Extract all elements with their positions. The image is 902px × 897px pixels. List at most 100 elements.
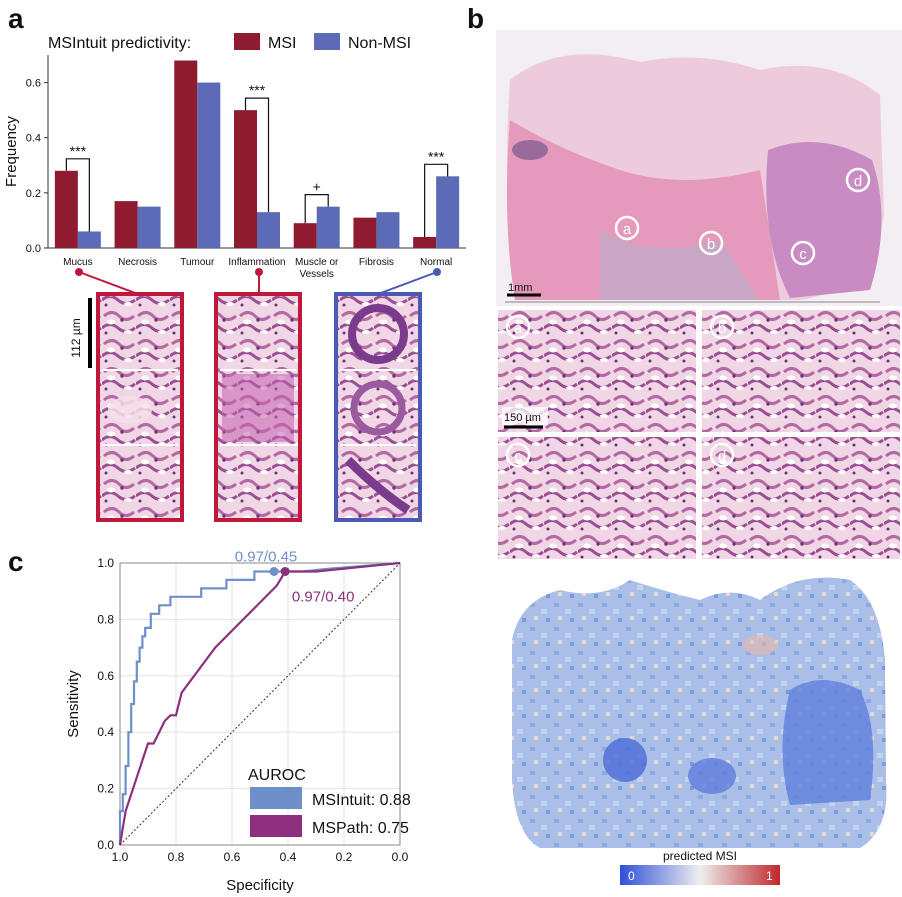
significance-bracket	[65, 158, 90, 232]
roc-legend-title: AUROC	[248, 767, 306, 784]
y-tick-label: 1.0	[97, 556, 114, 570]
y-axis-label: Sensitivity	[65, 670, 82, 738]
x-tick-label: Vessels	[299, 269, 333, 280]
tile-connectors	[75, 268, 441, 295]
legend-label-msi: MSI	[268, 35, 296, 52]
zoom-label-b: b	[718, 320, 726, 337]
zoom-tile-b	[702, 310, 900, 432]
colorbar-max: 1	[766, 869, 773, 883]
bar-msi-fibrosis	[353, 217, 377, 248]
operating-point-label-mspath: 0.97/0.40	[292, 588, 355, 605]
roc-curve-msintuit	[118, 561, 401, 845]
region-marker-c: c	[799, 246, 807, 263]
colorbar	[620, 865, 780, 885]
tile-scale-bar: 112 µm	[69, 298, 92, 368]
bar-msi-tumour	[174, 60, 198, 249]
zoom-tiles: a b c d 150 µm	[498, 310, 900, 559]
colorbar-title: predicted MSI	[663, 849, 737, 863]
operating-point-mspath	[280, 566, 290, 576]
legend-title: MSIntuit predictivity:	[48, 35, 191, 52]
x-tick-label: 0.6	[224, 850, 241, 864]
significance-mark: ***	[70, 143, 87, 159]
y-axis-label: Frequency	[3, 116, 20, 187]
x-tick-label: Fibrosis	[359, 257, 394, 268]
roc-legend-label-msintuit: MSIntuit: 0.88	[312, 792, 411, 809]
significance-bracket	[304, 194, 329, 224]
tile-group-normal	[334, 292, 422, 522]
bar-chart-legend: MSIntuit predictivity: MSI Non-MSI	[48, 33, 411, 52]
x-tick-label: 0.2	[336, 850, 353, 864]
x-tick-label: Mucus	[63, 257, 92, 268]
bar-msi-necrosis	[114, 201, 138, 248]
zoom-tile-c	[498, 437, 696, 559]
region-marker-d: d	[854, 173, 862, 190]
y-tick-label: 0.6	[26, 78, 41, 90]
significance-mark: +	[313, 179, 321, 195]
bar-non-msi-necrosis	[137, 206, 161, 248]
bar-chart: 0.0 0.2 0.4 0.6 Frequency Mucus *** Necrosis Tum…	[3, 55, 466, 280]
panel-c: c 1.0 0.8 0.6 0.4 0.2 0.0 0.0 0.2 0.4 0.6 0.8 1.0 Sp…	[8, 546, 411, 894]
scale-label-150um: 150 µm	[504, 412, 541, 424]
bar-non-msi-muscle-or-vessels	[316, 206, 340, 248]
plot-frame	[119, 562, 401, 846]
zoom-label-a: a	[514, 320, 523, 337]
y-tick-label: 0.8	[97, 612, 114, 626]
operating-point-label-msintuit: 0.97/0.45	[235, 548, 298, 565]
whole-slide-image: a b c d 1mm	[496, 30, 902, 306]
roc-legend-swatch-msintuit	[250, 787, 302, 809]
y-tick-label: 0.4	[97, 725, 114, 739]
zoom-label-d: d	[718, 448, 726, 465]
tile-group-mucus	[96, 292, 184, 522]
region-marker-a: a	[623, 221, 632, 238]
x-axis-label: Specificity	[226, 877, 294, 894]
y-tick-label: 0.2	[26, 188, 41, 200]
x-tick-label: Normal	[420, 257, 452, 268]
legend-swatch-msi	[234, 33, 260, 50]
x-tick-label: Necrosis	[118, 257, 157, 268]
panel-label-c: c	[8, 546, 24, 577]
x-tick-label: Tumour	[180, 257, 215, 268]
panel-b: b a b c d 1mm	[467, 3, 902, 885]
roc-chart: 1.0 0.8 0.6 0.4 0.2 0.0 0.0 0.2 0.4 0.6 0.8 1.0 Spec…	[65, 548, 409, 894]
y-tick-label: 0.0	[26, 243, 41, 255]
roc-curve-mspath	[118, 561, 401, 846]
bar-non-msi-fibrosis	[376, 212, 400, 248]
colorbar-min: 0	[628, 869, 635, 883]
bar-msi-muscle-or-vessels	[293, 223, 317, 248]
y-tick-label: 0.4	[26, 133, 41, 145]
region-markers: a b c d	[614, 167, 871, 266]
region-marker-b: b	[707, 236, 715, 253]
significance-mark: ***	[428, 148, 445, 164]
y-tick-label: 0.0	[97, 838, 114, 852]
bar-msi-inflammation	[234, 110, 257, 249]
panel-a: a MSIntuit predictivity: MSI Non-MSI 0.0…	[3, 3, 466, 522]
bar-non-msi-tumour	[197, 82, 221, 248]
operating-point-msintuit	[269, 566, 279, 576]
bar-msi-mucus	[54, 170, 78, 248]
x-tick-label: Inflammation	[228, 257, 285, 268]
y-tick-label: 0.6	[97, 669, 114, 683]
tile-group-inflammation	[214, 292, 302, 522]
x-tick-label: 0.4	[280, 850, 297, 864]
significance-bracket	[244, 97, 270, 213]
roc-legend: AUROC MSIntuit: 0.88 MSPath: 0.75	[248, 767, 411, 837]
x-tick-label: 0.0	[392, 850, 409, 864]
x-tick-label: 1.0	[112, 850, 129, 864]
roc-legend-label-mspath: MSPath: 0.75	[312, 820, 409, 837]
bar-non-msi-normal	[436, 176, 460, 248]
tile-scale-label: 112 µm	[69, 318, 83, 357]
x-tick-label: 0.8	[168, 850, 185, 864]
roc-legend-swatch-mspath	[250, 815, 302, 837]
panel-label-b: b	[467, 3, 484, 34]
bar-non-msi-inflammation	[257, 212, 280, 248]
zoom-tile-d	[702, 437, 900, 559]
panel-label-a: a	[8, 3, 24, 34]
significance-mark: ***	[249, 82, 266, 98]
bar-msi-normal	[413, 236, 437, 248]
y-tick-label: 0.2	[97, 782, 114, 796]
x-tick-label: Muscle or	[295, 257, 339, 268]
scale-label-1mm: 1mm	[508, 282, 532, 294]
bar-non-msi-mucus	[77, 231, 101, 248]
msi-heatmap: predicted MSI 0 1	[512, 577, 887, 885]
